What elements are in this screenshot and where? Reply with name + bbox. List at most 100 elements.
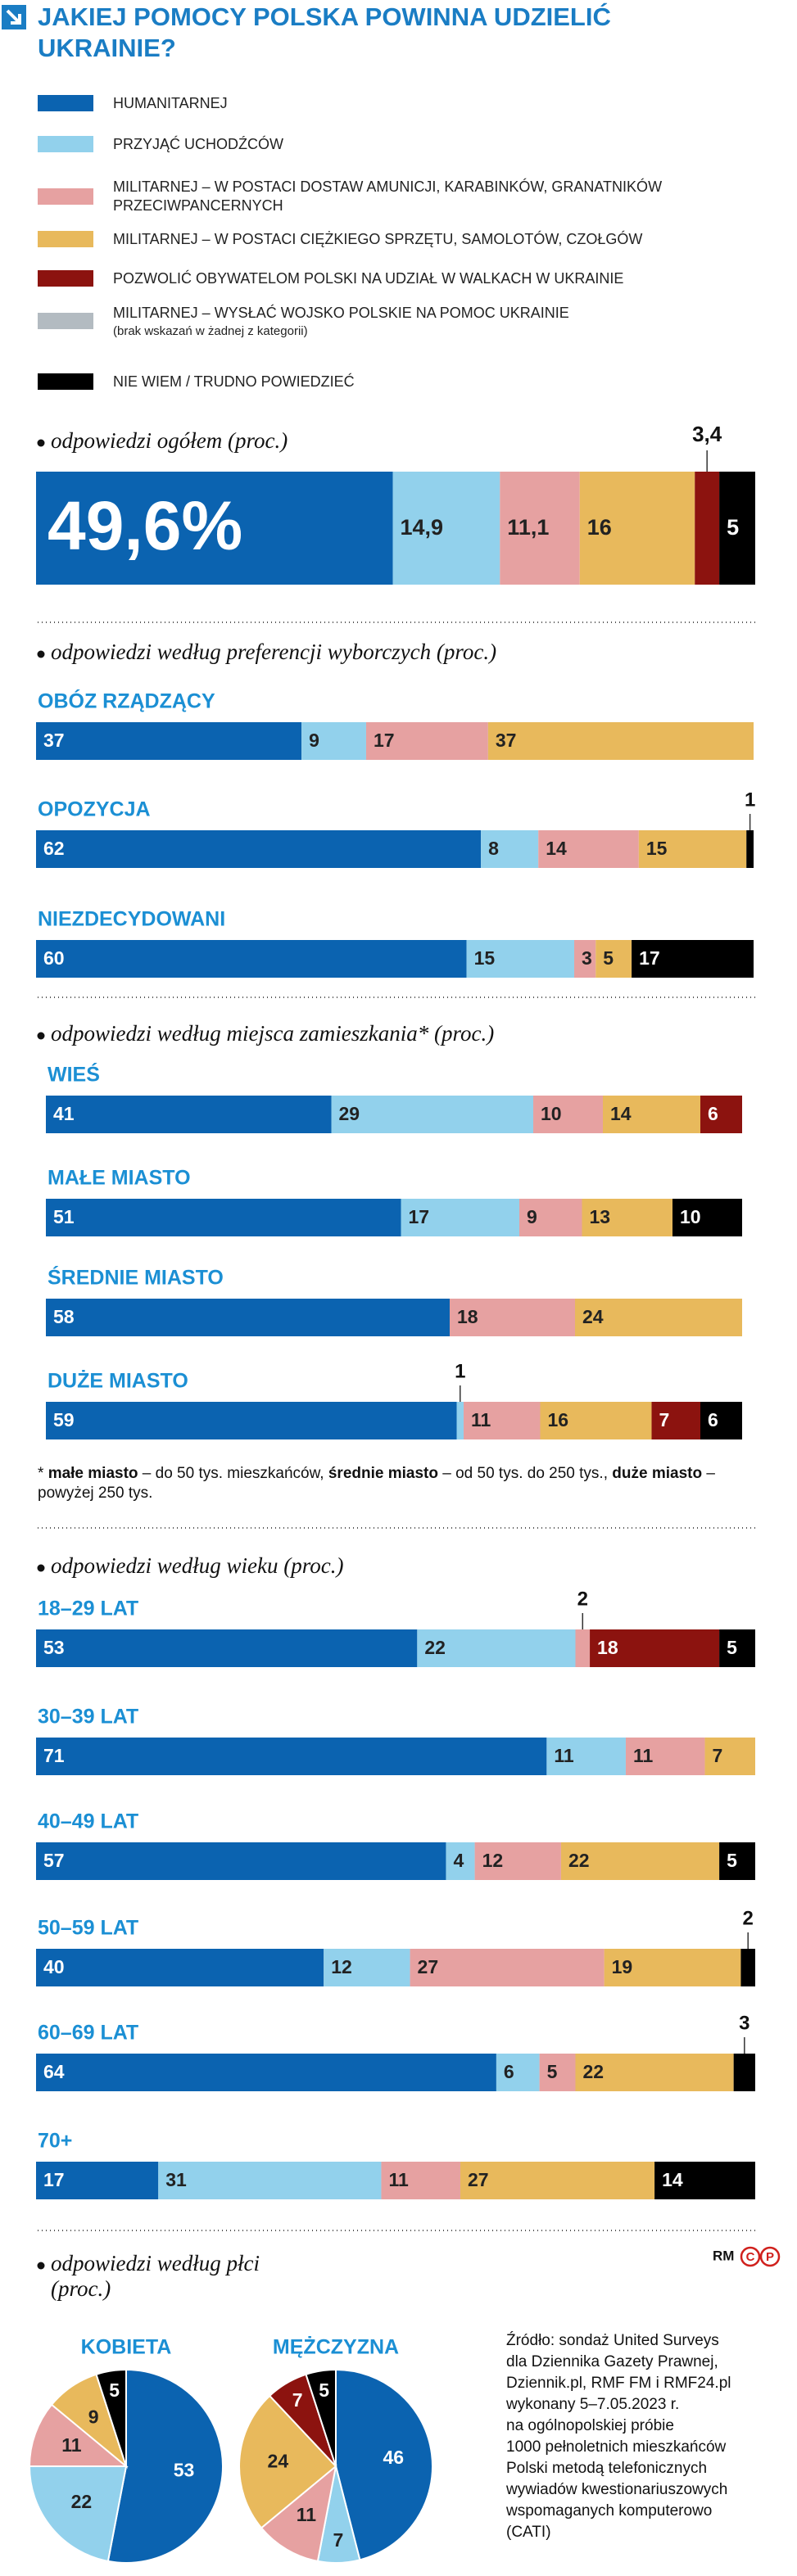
footnote: * małe miasto – do 50 tys. mieszkańców, … <box>38 1464 759 1503</box>
bar-segment <box>158 2162 382 2199</box>
bar-segment <box>546 1738 626 1775</box>
bar-segment <box>579 472 695 585</box>
bar-segment <box>595 940 632 978</box>
source-line: (CATI) <box>506 2524 551 2541</box>
footnote-part: – powyżej 250 tys. <box>38 1465 715 1502</box>
value-label: 6 <box>708 1409 718 1430</box>
value-label: 6 <box>708 1103 718 1124</box>
title-icon <box>2 5 26 29</box>
value-label: 12 <box>482 1850 504 1871</box>
bar-segment <box>36 472 393 585</box>
category-label: DUŻE MIASTO <box>48 1370 188 1393</box>
bar-segment <box>301 722 366 760</box>
value-label: 14 <box>546 838 567 859</box>
value-label: 64 <box>43 2061 65 2082</box>
category-label: 70+ <box>38 2130 72 2153</box>
bar-segment <box>466 940 574 978</box>
bar-segment <box>417 1629 576 1667</box>
value-label: 2 <box>743 1907 754 1929</box>
bar-segment <box>539 2054 576 2091</box>
legend-label: POZWOLIĆ OBYWATELOM POLSKI NA UDZIAŁ W W… <box>113 269 624 287</box>
value-label: 16 <box>587 515 612 540</box>
bar-segment <box>392 472 500 585</box>
bar-segment <box>700 1096 742 1133</box>
pie-slice <box>335 2368 433 2561</box>
value-label: 16 <box>548 1409 569 1430</box>
pie-slice <box>28 2465 128 2563</box>
bar-segment <box>36 1842 446 1880</box>
legend-label: PRZYJĄĆ UCHODŹCÓW <box>113 135 283 152</box>
value-label: 1 <box>745 789 755 811</box>
footnote-part: * <box>38 1465 48 1482</box>
bar-segment <box>36 2054 496 2091</box>
value-label: 14 <box>610 1103 632 1124</box>
category-label: OBÓZ RZĄDZĄCY <box>38 689 215 713</box>
bar-segment <box>719 1842 755 1880</box>
bar-segment <box>36 1949 324 1986</box>
bullet <box>37 2262 45 2270</box>
value-label: 53 <box>43 1637 65 1658</box>
legend-swatch <box>38 231 93 247</box>
value-label: 17 <box>409 1206 430 1227</box>
legend-label: MILITARNEJ – W POSTACI DOSTAW AMUNICJI, … <box>113 179 663 214</box>
bar-segment <box>36 1738 547 1775</box>
bar-segment <box>36 1629 418 1667</box>
bar-segment <box>36 722 302 760</box>
bar-segment <box>46 1299 450 1336</box>
bar-segment <box>604 1949 741 1986</box>
bar-segment <box>700 1402 742 1439</box>
source-line: Źródło: sondaż United Surveys <box>506 2332 719 2349</box>
legend-label: NIE WIEM / TRUDNO POWIEDZIEĆ <box>113 373 355 390</box>
value-label: 12 <box>331 1956 352 1977</box>
value-label: 17 <box>639 947 660 969</box>
value-label: 18 <box>597 1637 618 1658</box>
category-label: NIEZDECYDOWANI <box>38 908 225 931</box>
bar-segment <box>500 472 580 585</box>
value-label: 41 <box>53 1103 75 1124</box>
source-line: wspomaganych komputerowo <box>506 2502 713 2520</box>
bar-segment <box>575 2054 734 2091</box>
legend-swatch <box>38 373 93 390</box>
bullet <box>37 650 45 658</box>
value-label: 51 <box>53 1206 75 1227</box>
bar-segment <box>603 1096 700 1133</box>
subtitle: odpowiedzi według miejsca zamieszkania* … <box>51 1021 495 1046</box>
bar-segment <box>450 1299 575 1336</box>
category-label: 18–29 LAT <box>38 1598 138 1620</box>
source-line: na ogólnopolskiej próbie <box>506 2417 674 2434</box>
footnote-part: duże miasto <box>612 1465 703 1482</box>
category-label: 50–59 LAT <box>38 1917 138 1940</box>
legend-swatch <box>38 270 93 287</box>
value-label: 27 <box>468 2169 489 2190</box>
bar-segment <box>446 1842 475 1880</box>
value-label: 49,6% <box>48 487 242 564</box>
bar-segment <box>704 1738 755 1775</box>
legend-label: HUMANITARNEJ <box>113 94 228 111</box>
bar-segment <box>625 1738 705 1775</box>
bar-segment <box>365 722 488 760</box>
bar-segment <box>651 1402 700 1439</box>
value-label: 22 <box>71 2491 93 2512</box>
value-label: 5 <box>727 515 739 540</box>
value-label: 22 <box>568 1850 590 1871</box>
value-label: 10 <box>680 1206 701 1227</box>
value-label: 17 <box>374 730 395 751</box>
bar-segment <box>487 722 754 760</box>
value-label: 14 <box>662 2169 683 2190</box>
value-label: 3 <box>582 947 592 969</box>
bar-segment <box>464 1402 541 1439</box>
pie-slice <box>238 2394 337 2529</box>
bar-segment <box>560 1842 720 1880</box>
bar-segment <box>719 472 755 585</box>
category-label: OPOZYCJA <box>38 798 151 821</box>
value-label: 31 <box>165 2169 187 2190</box>
value-label: 29 <box>339 1103 360 1124</box>
bar-segment <box>719 1629 755 1667</box>
value-label: 5 <box>547 2061 558 2082</box>
bar-segment <box>540 1402 652 1439</box>
bar-segment <box>481 830 539 868</box>
value-label: 5 <box>727 1637 737 1658</box>
pie-slice <box>305 2368 337 2467</box>
source-line: dla Dziennika Gazety Prawnej, <box>506 2353 718 2370</box>
value-label: 5 <box>109 2379 120 2401</box>
